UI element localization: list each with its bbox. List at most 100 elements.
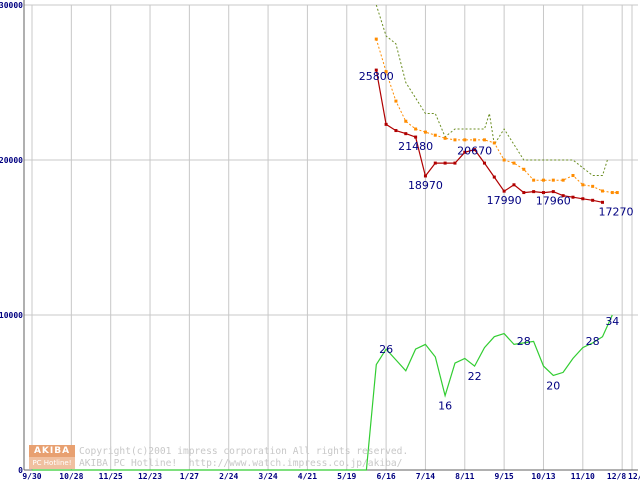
series-point [482, 138, 486, 142]
series-point [384, 70, 388, 74]
series-point [551, 178, 555, 182]
copyright-notice: Copyright(c)2001 impress corporation All… [79, 446, 408, 470]
series-point [541, 191, 545, 195]
series-point [522, 191, 526, 195]
series-point [453, 138, 457, 142]
series-point [384, 122, 388, 126]
logo-top-text: AKIBA [29, 445, 75, 457]
x-tick-label: 12/23 [138, 472, 162, 480]
data-label: 20 [546, 379, 560, 392]
y-tick-label: 0 [18, 466, 23, 475]
series-point [591, 184, 595, 188]
series-average-dotted [375, 38, 618, 194]
series-point [522, 167, 526, 171]
series-point [615, 191, 619, 195]
data-label: 25800 [359, 70, 394, 83]
series-point [600, 189, 604, 193]
series-point [512, 183, 516, 187]
logo-bottom-text: PC Hotline! [29, 457, 75, 469]
series-point [433, 161, 437, 165]
series-point [532, 190, 536, 194]
x-tick-label: 6/16 [376, 472, 395, 480]
series-point [581, 197, 585, 201]
series-point [541, 178, 545, 182]
data-label: 34 [605, 315, 619, 328]
series-lowest-price [375, 69, 603, 203]
series-lines [32, 4, 619, 471]
series-point [600, 200, 604, 204]
akiba-logo: AKIBA PC Hotline! [29, 445, 75, 469]
series-point [473, 138, 477, 142]
x-tick-label: 10/28 [59, 472, 83, 480]
series-point [502, 158, 506, 162]
data-label: 17990 [487, 194, 522, 207]
series-point [443, 136, 447, 140]
y-tick-label: 10000 [0, 311, 23, 320]
series-point [551, 190, 555, 194]
series-point [571, 174, 575, 177]
series-point [492, 141, 496, 145]
x-tick-label: 12/15 [628, 472, 640, 480]
series-point [610, 191, 614, 195]
series-shop-count [32, 314, 613, 471]
series-point [512, 161, 516, 165]
series-point [433, 133, 437, 137]
series-point [374, 37, 378, 41]
data-label: 22 [468, 370, 482, 383]
x-tick-label: 11/10 [571, 472, 595, 480]
y-tick-label: 30000 [0, 1, 23, 10]
data-label: 17960 [536, 195, 571, 208]
copyright-line-2: AKIBA PC Hotline! http://www.watch.impre… [79, 458, 403, 469]
series-point [502, 189, 506, 193]
series-point [394, 99, 398, 103]
x-tick-labels: 9/30 10/28 11/25 12/23 1/27 2/24 3/24 4/21 5/19 6… [22, 472, 640, 480]
x-tick-label: 8/11 [455, 472, 474, 480]
series-point [581, 183, 585, 187]
x-tick-label: 12/8 [607, 472, 626, 480]
data-label: 21480 [398, 140, 433, 153]
series-point [561, 178, 565, 182]
series-point [404, 132, 408, 136]
series-point [463, 150, 467, 154]
series-point [561, 194, 565, 198]
data-label: 26 [379, 343, 393, 356]
series-point [374, 68, 378, 72]
series-point [423, 130, 427, 134]
axes [23, 0, 638, 471]
x-tick-label: 7/14 [416, 472, 435, 480]
data-label: 28 [586, 335, 600, 348]
y-tick-labels: 0 10000 20000 30000 [0, 1, 23, 475]
data-label: 16 [438, 400, 452, 413]
x-tick-label: 11/25 [99, 472, 123, 480]
series-point [394, 129, 398, 133]
series-point [414, 127, 418, 131]
series-upper-dotted [375, 4, 608, 176]
x-tick-label: 2/24 [219, 472, 238, 480]
data-label: 18970 [408, 179, 443, 192]
x-tick-label: 1/27 [180, 472, 199, 480]
data-labels: 25800 21480 18970 20670 17990 17960 17270 26 16 2… [359, 70, 634, 413]
copyright-line-1: Copyright(c)2001 impress corporation All… [79, 446, 409, 457]
series-point [492, 175, 496, 179]
series-point [443, 161, 447, 165]
series-point [463, 138, 467, 142]
series-point [532, 178, 536, 182]
x-tick-label: 4/21 [298, 472, 317, 480]
x-tick-label: 9/15 [494, 472, 513, 480]
x-tick-label: 10/13 [531, 472, 555, 480]
x-tick-label: 3/24 [258, 472, 277, 480]
x-tick-label: 5/19 [337, 472, 356, 480]
x-tick-label: 9/30 [22, 472, 41, 480]
series-point [414, 135, 418, 139]
data-label: 17270 [598, 205, 633, 218]
y-tick-label: 20000 [0, 156, 23, 165]
series-point [591, 198, 595, 202]
series-point [571, 195, 575, 199]
series-point [404, 119, 408, 123]
grid-lines [24, 4, 638, 471]
series-point [482, 161, 486, 165]
series-point [473, 148, 477, 152]
data-label: 20670 [457, 145, 492, 158]
series-point [453, 161, 457, 165]
